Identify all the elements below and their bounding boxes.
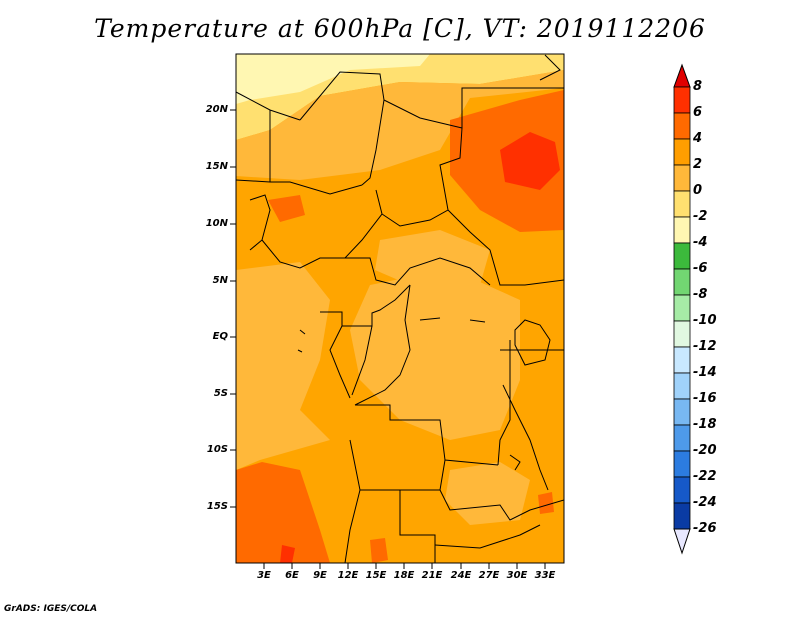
colorbar-swatch <box>673 268 691 296</box>
colorbar-swatch <box>673 398 691 426</box>
colorbar-tick-label: -22 <box>693 469 717 484</box>
colorbar-tick-label: -14 <box>693 365 717 380</box>
colorbar-tick-label: -10 <box>693 313 717 328</box>
lon-label: 3E <box>257 570 271 581</box>
colorbar-swatch <box>673 164 691 192</box>
lon-label: 21E <box>421 570 443 581</box>
lat-label: 15N <box>205 161 228 172</box>
colorbar-tick-label: 0 <box>693 183 703 198</box>
colorbar-under-arrow <box>673 528 691 555</box>
lat-label: 10S <box>206 444 228 455</box>
colorbar-swatch <box>673 112 691 140</box>
lon-label: 33E <box>534 570 556 581</box>
colorbar-swatch <box>673 294 691 322</box>
lat-label: 5S <box>213 388 228 399</box>
colorbar-swatch <box>673 320 691 348</box>
plot-frame <box>235 53 565 564</box>
colorbar-swatch <box>673 86 691 114</box>
lon-label: 15E <box>365 570 387 581</box>
colorbar-tick-label: -2 <box>693 209 708 224</box>
lon-label: 24E <box>450 570 472 581</box>
colorbar-tick-label: 2 <box>693 157 703 172</box>
lon-label: 30E <box>506 570 528 581</box>
colorbar <box>673 63 691 555</box>
colorbar-tick-label: -16 <box>693 391 717 406</box>
colorbar-tick-label: -18 <box>693 417 717 432</box>
temperature-field <box>236 54 564 563</box>
colorbar-tick-label: -8 <box>693 287 708 302</box>
colorbar-tick-label: 4 <box>693 131 703 146</box>
colorbar-swatch <box>673 346 691 374</box>
colorbar-over-arrow <box>673 63 691 88</box>
lon-label: 27E <box>478 570 500 581</box>
colorbar-tick-label: -24 <box>693 495 717 510</box>
colorbar-tick-label: -20 <box>693 443 717 458</box>
colorbar-swatch <box>673 216 691 244</box>
colorbar-swatch <box>673 138 691 166</box>
lat-label: 5N <box>212 275 228 286</box>
lat-label: 20N <box>205 104 228 115</box>
colorbar-swatch <box>673 502 691 530</box>
lat-label: 10N <box>205 218 228 229</box>
lat-label: 15S <box>206 501 228 512</box>
lat-label: EQ <box>212 331 228 342</box>
colorbar-swatch <box>673 190 691 218</box>
colorbar-tick-label: -26 <box>693 521 717 536</box>
lon-label: 12E <box>337 570 359 581</box>
colorbar-tick-label: -12 <box>693 339 717 354</box>
colorbar-tick-label: 6 <box>693 105 703 120</box>
colorbar-tick-label: 8 <box>693 79 703 94</box>
lat-ticks <box>230 109 236 508</box>
lon-label: 18E <box>393 570 415 581</box>
country-borders <box>236 54 564 563</box>
chart-title: Temperature at 600hPa [C], VT: 201911220… <box>94 14 706 43</box>
colorbar-swatch <box>673 372 691 400</box>
colorbar-swatch <box>673 450 691 478</box>
colorbar-swatch <box>673 476 691 504</box>
lon-label: 6E <box>285 570 299 581</box>
lon-label: 9E <box>313 570 327 581</box>
colorbar-swatch <box>673 424 691 452</box>
colorbar-tick-label: -4 <box>693 235 708 250</box>
lon-ticks <box>263 563 546 569</box>
colorbar-swatch <box>673 242 691 270</box>
footer-credit: GrADS: IGES/COLA <box>4 604 98 614</box>
colorbar-tick-label: -6 <box>693 261 708 276</box>
